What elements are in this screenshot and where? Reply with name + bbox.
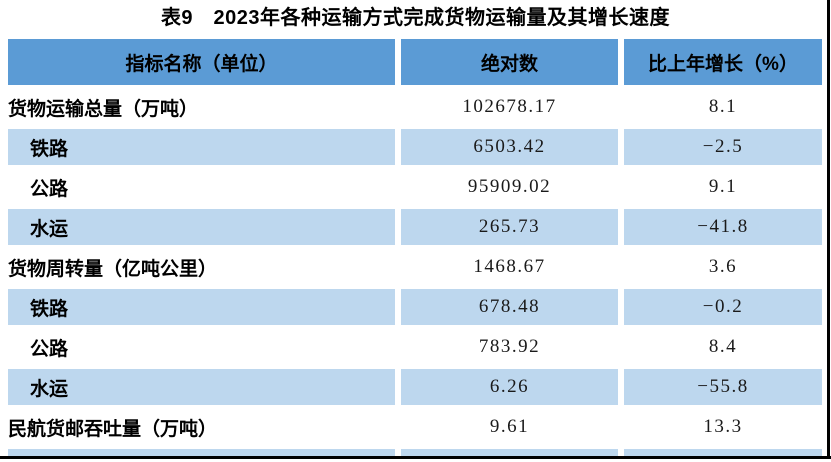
page-margin-below-edge — [0, 459, 831, 462]
row-label: 水运 — [8, 369, 395, 405]
cell-growth: 9.1 — [708, 176, 738, 197]
cell-absolute: 1468.67 — [473, 256, 546, 277]
row-label: 货物运输总量（万吨） — [8, 98, 199, 120]
header-cell-indicator: 指标名称（单位） — [8, 39, 395, 85]
row-label: 货物周转量（亿吨公里） — [8, 258, 218, 280]
cell-growth: −0.2 — [624, 289, 822, 325]
row-label: 铁路 — [8, 129, 395, 165]
table-row: 民航货邮吞吐量（万吨） 9.61 13.3 — [8, 409, 822, 445]
cell-absolute: 678.48 — [401, 289, 618, 325]
cell-absolute: 9.61 — [489, 416, 530, 437]
cell-growth: 8.1 — [708, 96, 738, 117]
row-label: 民航货邮吞吐量（万吨） — [8, 418, 218, 440]
table-row: 铁路 678.48 −0.2 — [8, 289, 822, 325]
table-row: 水运 6.26 −55.8 — [8, 369, 822, 405]
table-row: 公路 783.92 8.4 — [8, 329, 822, 365]
page-edge-bottom-line — [0, 456, 831, 459]
cell-growth: −55.8 — [624, 369, 822, 405]
table-row: 水运 265.73 −41.8 — [8, 209, 822, 245]
cell-absolute: 95909.02 — [467, 176, 552, 197]
table-title: 表9 2023年各种运输方式完成货物运输量及其增长速度 — [160, 7, 671, 29]
table-row: 公路 95909.02 9.1 — [8, 169, 822, 205]
cell-absolute: 6503.42 — [401, 129, 618, 165]
cell-growth: −41.8 — [624, 209, 822, 245]
row-label: 公路 — [30, 338, 69, 360]
table-row: 货物周转量（亿吨公里） 1468.67 3.6 — [8, 249, 822, 285]
table-row: 货物运输总量（万吨） 102678.17 8.1 — [8, 89, 822, 125]
cell-growth: −2.5 — [624, 129, 822, 165]
freight-table: 指标名称（单位） 绝对数 比上年增长（%） 货物运输总量（万吨） 102678.… — [2, 35, 828, 462]
page-edge-right-line — [827, 0, 830, 462]
cell-growth: 13.3 — [703, 416, 743, 437]
cell-absolute: 265.73 — [401, 209, 618, 245]
row-label: 水运 — [8, 209, 395, 245]
cell-absolute: 783.92 — [478, 336, 541, 357]
header-row: 指标名称（单位） 绝对数 比上年增长（%） — [8, 39, 822, 85]
row-label: 公路 — [30, 178, 69, 200]
header-cell-growth: 比上年增长（%） — [624, 39, 822, 85]
cell-growth: 8.4 — [708, 336, 738, 357]
header-cell-absolute: 绝对数 — [401, 39, 618, 85]
row-label: 铁路 — [8, 289, 395, 325]
cell-absolute: 6.26 — [401, 369, 618, 405]
cell-growth: 3.6 — [708, 256, 738, 277]
cell-absolute: 102678.17 — [462, 96, 557, 117]
table-row: 铁路 6503.42 −2.5 — [8, 129, 822, 165]
